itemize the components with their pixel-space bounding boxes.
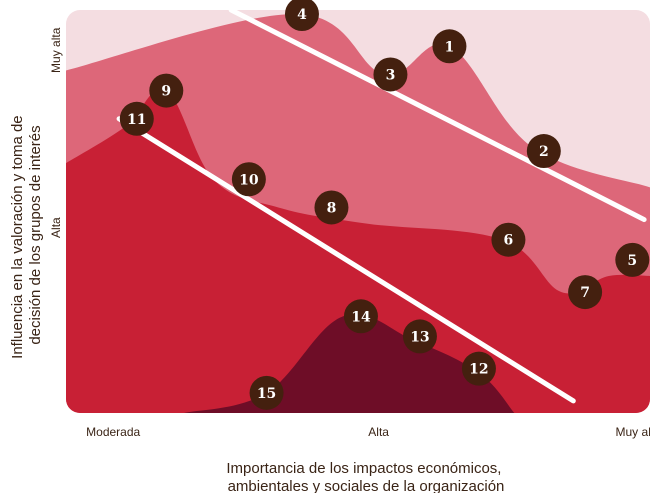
data-point-marker (432, 29, 467, 64)
data-point-label: 12 (469, 362, 488, 378)
data-point-marker (119, 101, 154, 136)
x-axis-ticks: Moderada Alta Muy alta (86, 425, 650, 439)
x-tick-label: Muy alta (616, 425, 650, 439)
data-point-8: 8 (314, 190, 349, 225)
data-point-label: 3 (386, 67, 396, 83)
data-point-marker (526, 134, 561, 169)
x-axis-title-line-1: Importancia de los impactos económicos, (226, 460, 501, 477)
y-axis-title-line-1: Influencia en la valoración y toma de (9, 115, 26, 358)
y-axis-title-line-2: decisión de los grupos de interés (27, 125, 44, 344)
data-point-9: 9 (149, 73, 184, 108)
x-axis-title-line-2: ambientales y sociales de la organizació… (228, 478, 505, 493)
data-point-marker (314, 190, 349, 225)
data-point-label: 14 (351, 309, 371, 325)
x-tick-label: Moderada (86, 425, 140, 439)
data-point-marker (568, 275, 603, 310)
data-point-13: 13 (402, 319, 437, 354)
divider-line-2 (116, 116, 576, 404)
data-point-marker (373, 57, 408, 92)
data-point-1: 1 (432, 29, 467, 64)
data-point-label: 7 (580, 285, 590, 301)
x-tick-label: Alta (368, 425, 389, 439)
y-tick-label: Muy alta (49, 27, 63, 73)
y-tick-label: Alta (49, 217, 63, 238)
data-point-marker (343, 299, 378, 334)
data-point-marker (615, 242, 650, 277)
y-axis-title: Influencia en la valoración y toma de de… (9, 111, 44, 359)
data-point-5: 5 (615, 242, 650, 277)
data-point-7: 7 (568, 275, 603, 310)
data-point-2: 2 (526, 134, 561, 169)
data-point-label: 10 (239, 172, 259, 188)
data-point-marker (284, 0, 319, 32)
data-point-label: 2 (539, 144, 549, 160)
data-point-marker (149, 73, 184, 108)
data-point-15: 15 (249, 375, 284, 410)
data-point-marker (461, 351, 496, 386)
data-point-label: 5 (627, 253, 637, 269)
data-point-12: 12 (461, 351, 496, 386)
data-point-marker (231, 162, 266, 197)
data-point-label: 9 (161, 84, 171, 100)
data-point-marker (491, 222, 526, 257)
data-point-10: 10 (231, 162, 266, 197)
data-point-label: 4 (297, 7, 307, 23)
data-point-11: 11 (119, 101, 154, 136)
divider-line-1 (228, 7, 647, 223)
data-point-14: 14 (343, 299, 378, 334)
y-axis-ticks: Muy alta Alta (49, 27, 63, 238)
data-point-label: 1 (445, 39, 455, 55)
x-axis-title: Importancia de los impactos económicos, … (226, 460, 505, 493)
data-point-label: 11 (127, 112, 146, 128)
data-point-label: 13 (410, 329, 429, 345)
data-point-marker (402, 319, 437, 354)
data-point-3: 3 (373, 57, 408, 92)
data-point-label: 6 (504, 233, 514, 249)
data-point-marker (249, 375, 284, 410)
data-point-label: 8 (327, 200, 337, 216)
data-point-6: 6 (491, 222, 526, 257)
band-mid (66, 88, 650, 413)
data-point-label: 15 (257, 386, 276, 402)
data-point-4: 4 (284, 0, 319, 32)
